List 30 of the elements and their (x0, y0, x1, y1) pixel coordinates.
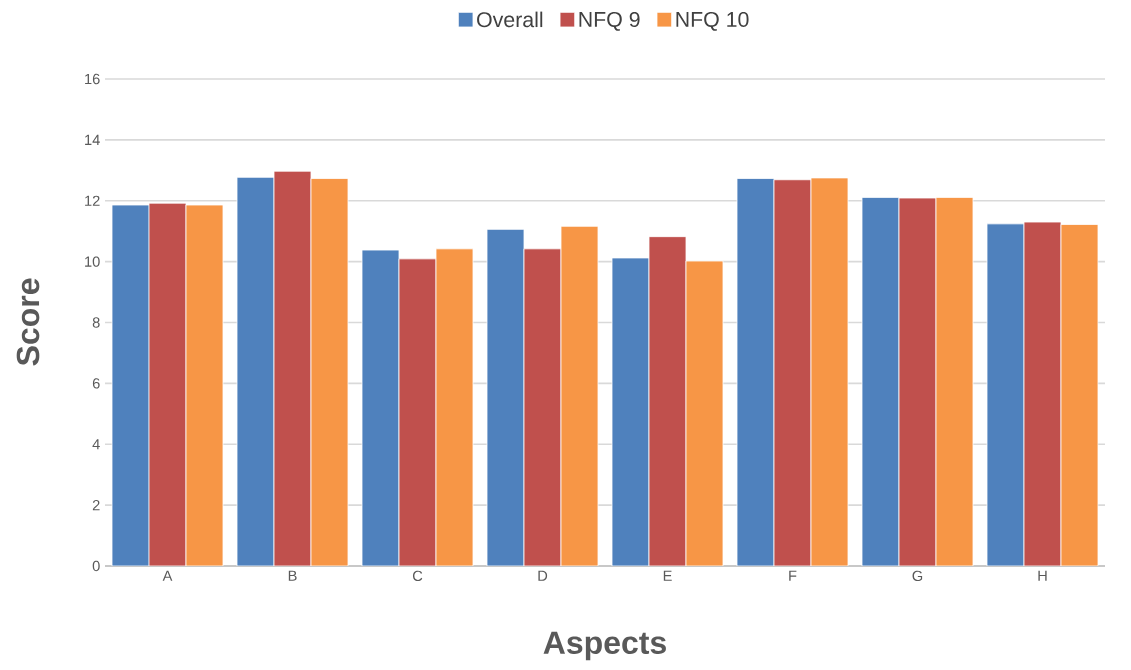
x-tick-label: B (288, 570, 297, 581)
x-tick-label: G (912, 570, 923, 582)
bar (1023, 221, 1062, 566)
x-tick-label: C (412, 570, 423, 582)
bar (148, 202, 187, 566)
bar (273, 170, 312, 566)
y-tick-label: 10 (85, 256, 100, 267)
bar (773, 179, 812, 566)
bar (523, 248, 562, 566)
y-tick-label: 12 (85, 195, 100, 206)
x-tick-label: H (1038, 570, 1047, 581)
y-tick-label: 4 (92, 439, 100, 450)
x-axis-title: Aspects (543, 631, 666, 661)
legend-label: NFQ 9 (579, 11, 640, 31)
bar (648, 236, 687, 566)
legend-label: NFQ 10 (676, 11, 749, 31)
x-tick-label: A (162, 570, 173, 581)
y-tick-label: 14 (85, 134, 100, 145)
y-tick-label: 2 (92, 500, 100, 511)
legend-label: Overall (477, 11, 543, 28)
y-tick-label: 8 (92, 317, 100, 328)
y-axis-title: Score (16, 278, 40, 366)
x-tick-label: D (538, 570, 548, 581)
bar (898, 197, 937, 566)
y-tick-label: 6 (92, 378, 100, 389)
bar (398, 258, 437, 566)
y-tick-label: 16 (85, 73, 100, 85)
x-tick-label: E (663, 570, 672, 581)
y-tick-label: 0 (92, 560, 100, 572)
x-tick-label: F (789, 570, 797, 581)
